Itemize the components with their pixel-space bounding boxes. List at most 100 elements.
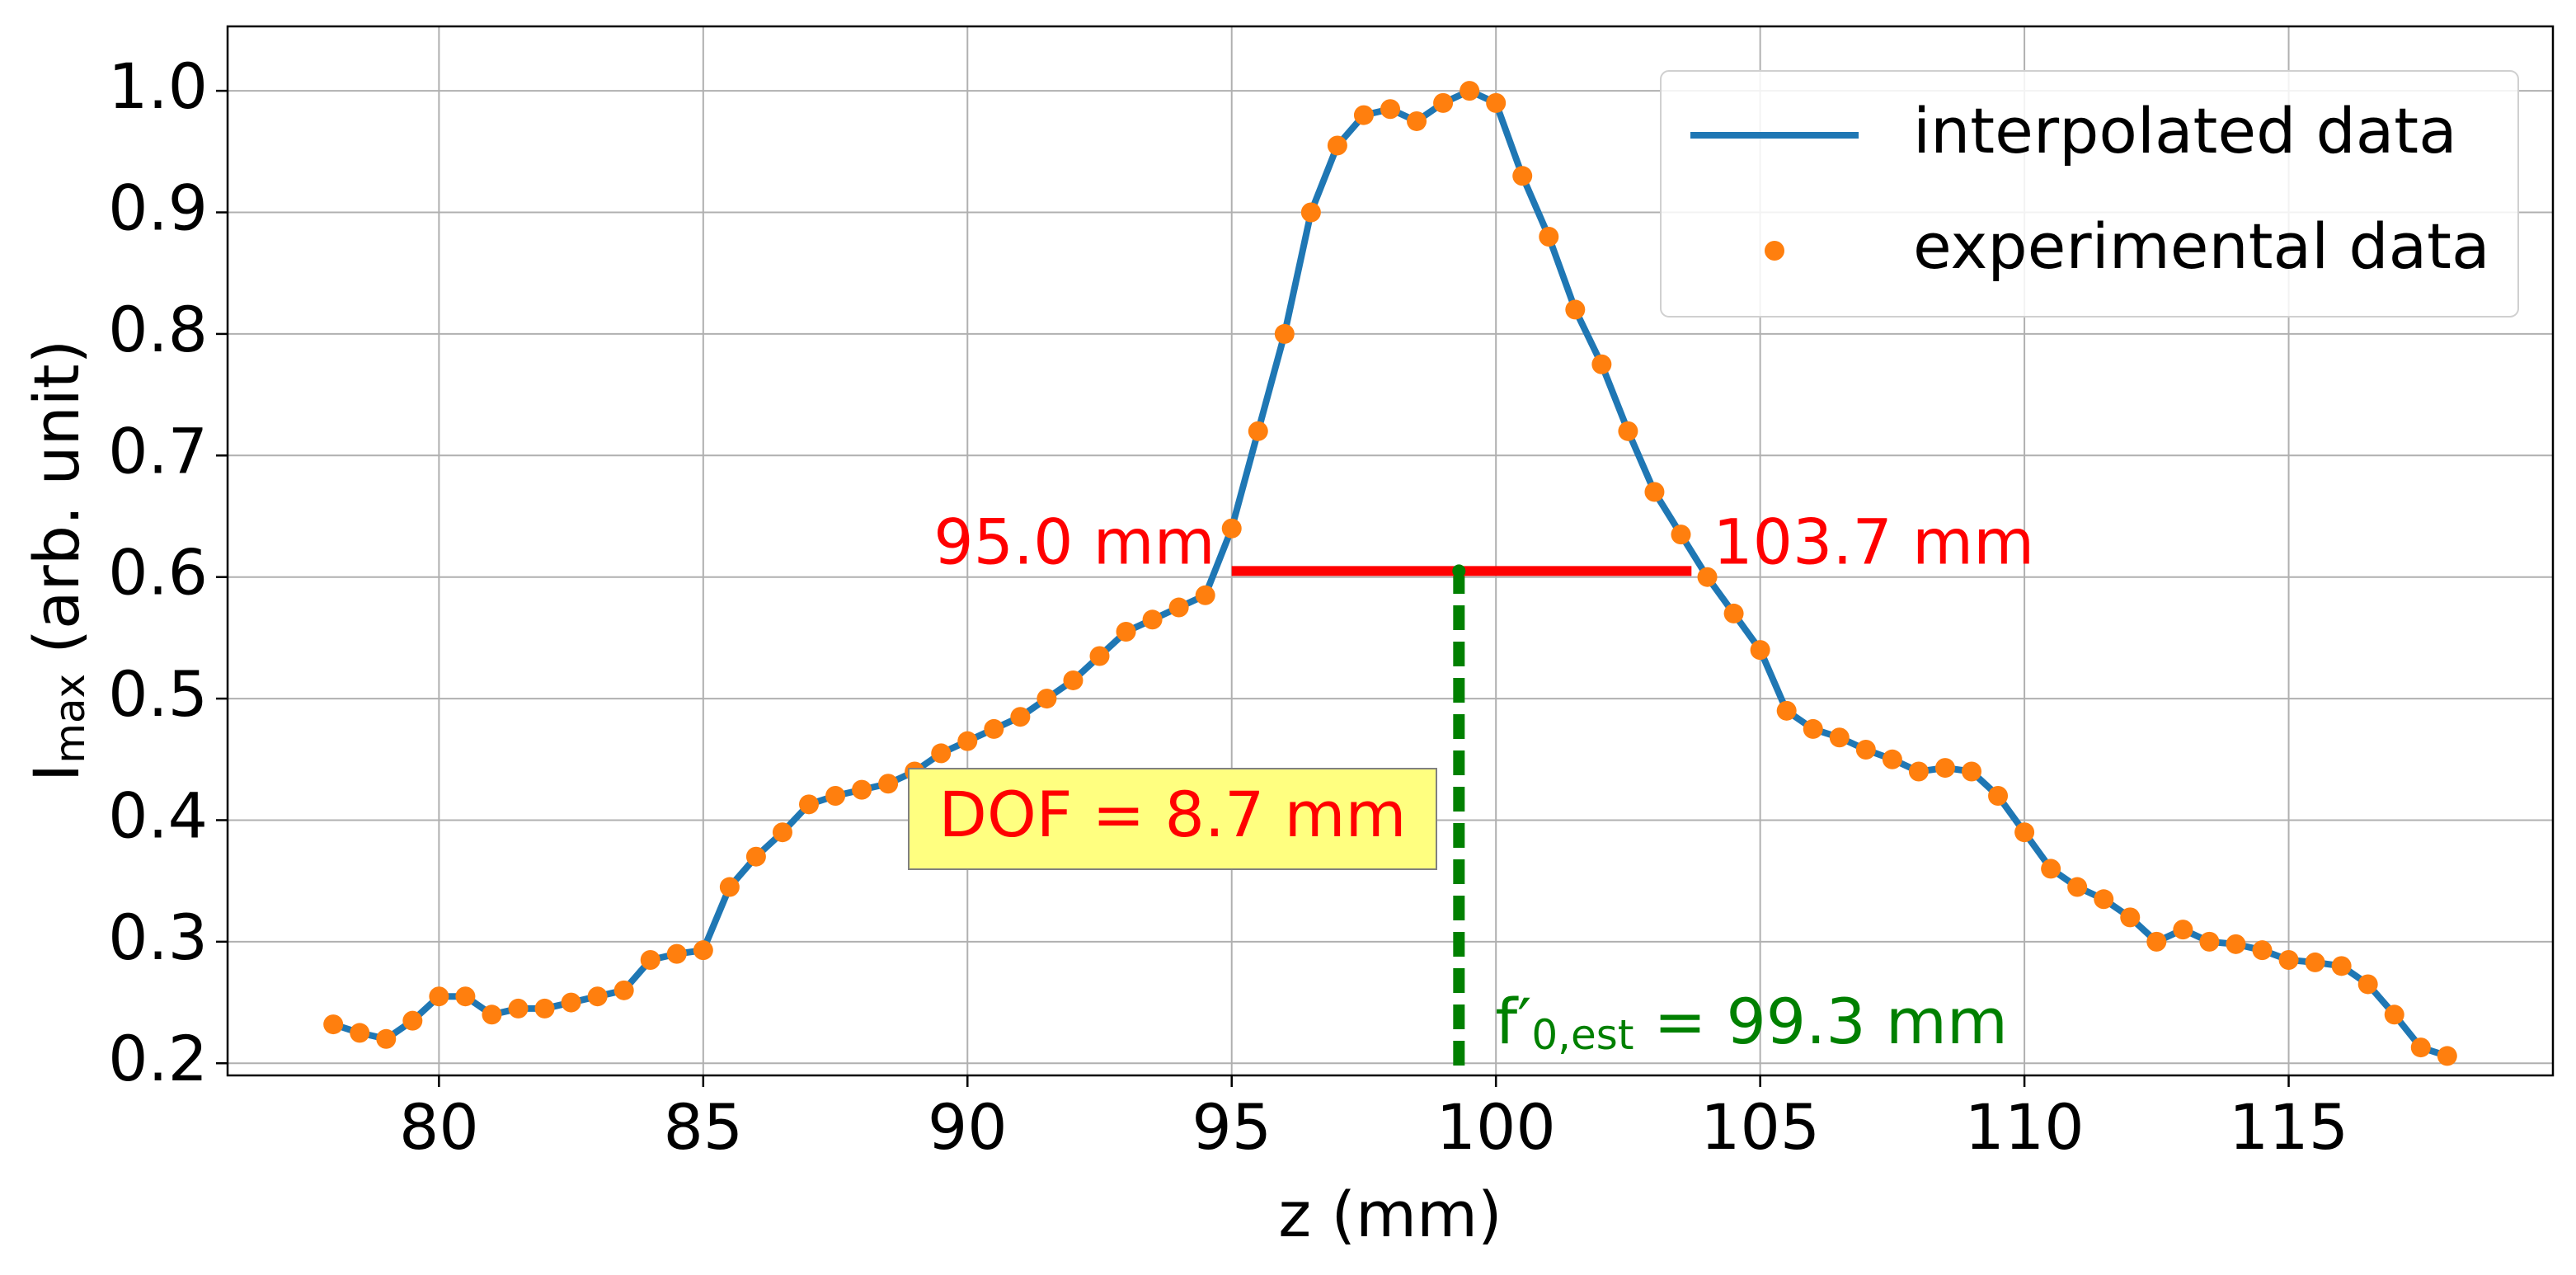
legend-box [1660,70,2519,318]
annotation-layer: 95.0 mm 103.7 mm DOF = 8.7 mm f′0,est = 99.… [908,505,2034,1066]
data-point [1195,585,1215,605]
legend: interpolated data experimental data [1660,70,2519,318]
data-point [2041,859,2061,879]
x-axis-label: z (mm) [1278,1178,1502,1251]
data-point [2305,952,2325,972]
data-point [1644,482,1665,502]
plot-frame [226,25,2555,1077]
data-point [984,718,1004,739]
y-tick-label: 0.3 [108,901,208,974]
data-point [1539,226,1559,247]
data-point [1460,81,1480,101]
data-point [2014,822,2035,843]
data-point [1723,603,1744,623]
x-tick-label: 115 [2229,1090,2348,1164]
data-point [1010,707,1031,727]
data-point [2146,931,2167,952]
data-point [1962,761,1981,782]
focus-point [1452,564,1466,578]
data-point [1380,99,1400,120]
data-point [852,779,872,800]
data-point [825,785,846,806]
data-point [1221,518,1242,539]
data-point [2067,877,2088,897]
data-point [1882,749,1902,769]
x-tick-label: 80 [399,1090,479,1164]
data-point [508,998,529,1019]
data-point [2357,974,2378,995]
data-point [2278,949,2299,970]
y-label-sub: max [46,674,94,764]
data-point [1142,609,1163,630]
data-point [1168,597,1189,618]
y-tick-label: 0.2 [108,1022,208,1095]
legend-swatch [1765,241,1784,261]
data-point [429,986,449,1007]
data-point [1089,646,1110,666]
x-tick-label: 105 [1700,1090,1820,1164]
focus-label-sub: 0,est [1531,1011,1634,1059]
data-layer [323,81,2457,1066]
fwhm-right-label: 103.7 mm [1713,505,2034,578]
y-tick-label: 0.6 [108,536,208,609]
data-point [745,846,766,867]
data-point [613,980,634,1000]
data-point [772,822,792,843]
data-point [1486,92,1507,113]
data-point [2384,1004,2404,1025]
data-point [2199,931,2220,952]
dof-box [908,768,1437,870]
data-point [1248,421,1268,441]
data-point [1776,700,1797,721]
x-tick-label: 110 [1965,1090,2085,1164]
data-point [799,794,819,815]
data-point [561,992,581,1013]
data-point [455,986,476,1007]
data-point [2410,1037,2431,1058]
data-point [1855,739,1876,760]
data-point [2331,956,2352,976]
data-point [957,731,978,751]
data-point [1750,640,1770,661]
data-point [878,774,899,794]
data-point [1803,718,1823,739]
data-point [1591,354,1612,374]
focus-label-main: f′ [1495,985,1531,1058]
legend-label: experimental data [1913,209,2490,283]
data-point [2120,907,2141,928]
data-point [666,943,687,964]
data-point [1037,689,1057,709]
y-label-main: I [20,764,93,782]
data-point [1671,525,1691,545]
data-point [1829,727,1850,748]
y-tick-label: 1.0 [108,49,208,123]
x-tick-label: 100 [1436,1090,1556,1164]
data-point [402,1010,423,1031]
data-point [2437,1046,2457,1066]
data-point [693,940,713,961]
y-label-rest: (arb. unit) [20,340,93,674]
data-point [1565,299,1586,320]
x-tick-label: 85 [663,1090,743,1164]
data-point [1116,622,1136,642]
data-point [1300,202,1321,223]
data-point [2252,940,2273,961]
data-point [1274,323,1295,344]
data-point [2173,920,2193,940]
data-point [931,743,952,764]
data-point [1063,670,1084,690]
y-tick-label: 0.7 [108,414,208,487]
dof-label: DOF = 8.7 mm [938,778,1406,851]
x-tick-label: 95 [1192,1090,1272,1164]
y-tick-label: 0.5 [108,657,208,731]
data-point [350,1023,370,1043]
data-point [1908,761,1929,782]
focus-label-rest: = 99.3 mm [1634,985,2007,1058]
y-axis-label: Imax (arb. unit) [20,340,94,782]
data-point [640,949,660,970]
y-tick-label: 0.4 [108,779,208,852]
y-tick-label: 0.9 [108,171,208,244]
data-point [1433,92,1454,113]
x-tick-label: 90 [928,1090,1008,1164]
